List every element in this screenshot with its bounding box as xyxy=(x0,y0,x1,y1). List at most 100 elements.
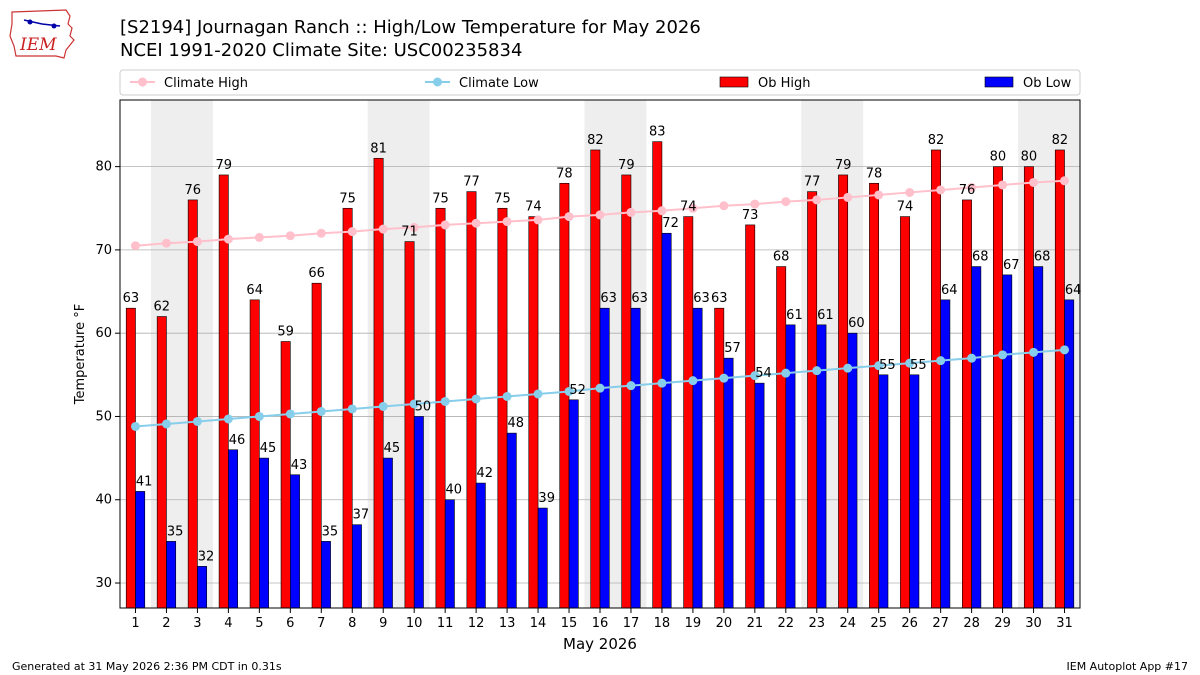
ob-high-bar xyxy=(528,216,539,609)
ob-low-bar xyxy=(382,457,393,609)
climate-high-point xyxy=(657,206,667,216)
ob-high-bar xyxy=(992,166,1003,609)
x-tick-label: 22 xyxy=(778,616,795,631)
y-axis-label: Temperature °F xyxy=(73,304,88,405)
ob-high-label: 71 xyxy=(401,225,418,240)
x-tick-label: 4 xyxy=(224,616,232,631)
x-tick-label: 28 xyxy=(963,616,980,631)
climate-high-point xyxy=(502,217,512,227)
climate-high-point xyxy=(316,228,326,238)
climate-high-point xyxy=(936,185,946,195)
ob-low-bar xyxy=(166,541,177,609)
climate-low-point xyxy=(812,366,822,376)
x-tick-label: 5 xyxy=(255,616,263,631)
ob-low-label: 57 xyxy=(724,341,741,356)
climate-low-point xyxy=(657,378,667,388)
ob-high-label: 75 xyxy=(432,191,449,206)
x-tick-label: 23 xyxy=(809,616,826,631)
climate-low-point xyxy=(130,421,140,431)
ob-low-bar xyxy=(723,357,734,609)
climate-high-point xyxy=(285,231,295,241)
climate-high-point xyxy=(130,241,140,251)
ob-low-bar xyxy=(785,324,796,609)
climate-high-point xyxy=(161,238,171,248)
ob-low-label: 37 xyxy=(353,508,370,523)
ob-low-label: 46 xyxy=(229,433,246,448)
ob-high-bar xyxy=(683,216,694,609)
ob-high-bar xyxy=(311,282,322,609)
ob-high-label: 82 xyxy=(1052,133,1069,148)
ob-low-bar xyxy=(1033,266,1044,609)
ob-high-bar xyxy=(156,316,167,609)
ob-low-bar xyxy=(878,374,889,609)
climate-high-point xyxy=(223,234,233,244)
ob-low-bar xyxy=(444,499,455,609)
ob-high-label: 82 xyxy=(587,133,604,148)
ob-low-label: 63 xyxy=(693,291,710,306)
x-tick-label: 18 xyxy=(654,616,671,631)
ob-low-label: 52 xyxy=(569,383,586,398)
x-axis-label: May 2026 xyxy=(563,635,637,653)
ob-low-label: 42 xyxy=(477,466,494,481)
climate-low-point xyxy=(502,391,512,401)
ob-high-bar xyxy=(280,341,291,609)
ob-high-label: 80 xyxy=(990,150,1007,165)
x-tick-label: 17 xyxy=(623,616,640,631)
climate-low-point xyxy=(285,409,295,419)
climate-low-point xyxy=(1029,347,1039,357)
ob-low-label: 55 xyxy=(879,358,896,373)
x-tick-label: 6 xyxy=(286,616,294,631)
ob-high-bar xyxy=(776,266,787,609)
ob-low-label: 72 xyxy=(662,216,679,231)
ob-low-label: 35 xyxy=(167,524,184,539)
climate-low-point xyxy=(1060,345,1070,355)
ob-high-bar xyxy=(1023,166,1034,609)
climate-low-point xyxy=(440,396,450,406)
ob-high-label: 75 xyxy=(494,191,511,206)
climate-high-point xyxy=(812,195,822,205)
climate-high-point xyxy=(595,210,605,220)
climate-high-point xyxy=(471,218,481,228)
data-labels: 63 62 76 79 64 59 66 75 81 71 75 77 75 74 78 82 79 83 74 63… xyxy=(123,125,1082,565)
ob-low-bar xyxy=(940,299,951,609)
x-tick-label: 7 xyxy=(317,616,325,631)
ob-high-label: 82 xyxy=(928,133,945,148)
ob-high-bar xyxy=(187,199,198,609)
ob-low-label: 41 xyxy=(136,474,153,489)
x-tick-label: 26 xyxy=(901,616,918,631)
climate-low-point xyxy=(161,419,171,429)
ob-low-label: 40 xyxy=(446,483,463,498)
ob-low-bar xyxy=(197,566,208,609)
x-tick-label: 10 xyxy=(406,616,423,631)
ob-low-bar xyxy=(506,432,517,609)
ob-low-label: 45 xyxy=(384,441,401,456)
climate-low-point xyxy=(564,386,574,396)
climate-low-point xyxy=(874,361,884,371)
ob-low-label: 68 xyxy=(1034,250,1051,265)
footer-generated: Generated at 31 May 2026 2:36 PM CDT in … xyxy=(12,660,282,673)
legend-swatch-ob-high xyxy=(719,76,749,88)
y-tick-label: 50 xyxy=(95,409,112,424)
ob-low-label: 55 xyxy=(910,358,927,373)
x-tick-label: 11 xyxy=(437,616,454,631)
ob-low-label: 64 xyxy=(1065,283,1082,298)
ob-low-label: 48 xyxy=(507,416,524,431)
ob-high-label: 74 xyxy=(680,200,697,215)
ob-high-bar xyxy=(435,207,446,609)
x-tick-label: 1 xyxy=(131,616,139,631)
y-tick-label: 80 xyxy=(95,160,112,175)
climate-low-point xyxy=(843,363,853,373)
ob-low-bar xyxy=(351,524,362,609)
climate-high-point xyxy=(905,187,915,197)
climate-low-point xyxy=(688,376,698,386)
ob-low-label: 32 xyxy=(198,549,215,564)
climate-high-point xyxy=(688,203,698,213)
ob-high-label: 68 xyxy=(773,250,790,265)
climate-high-point xyxy=(626,207,636,217)
ob-low-label: 39 xyxy=(538,491,555,506)
legend-label-ob-high: Ob High xyxy=(758,76,811,91)
ob-low-label: 50 xyxy=(415,399,432,414)
ob-high-bar xyxy=(807,191,818,609)
